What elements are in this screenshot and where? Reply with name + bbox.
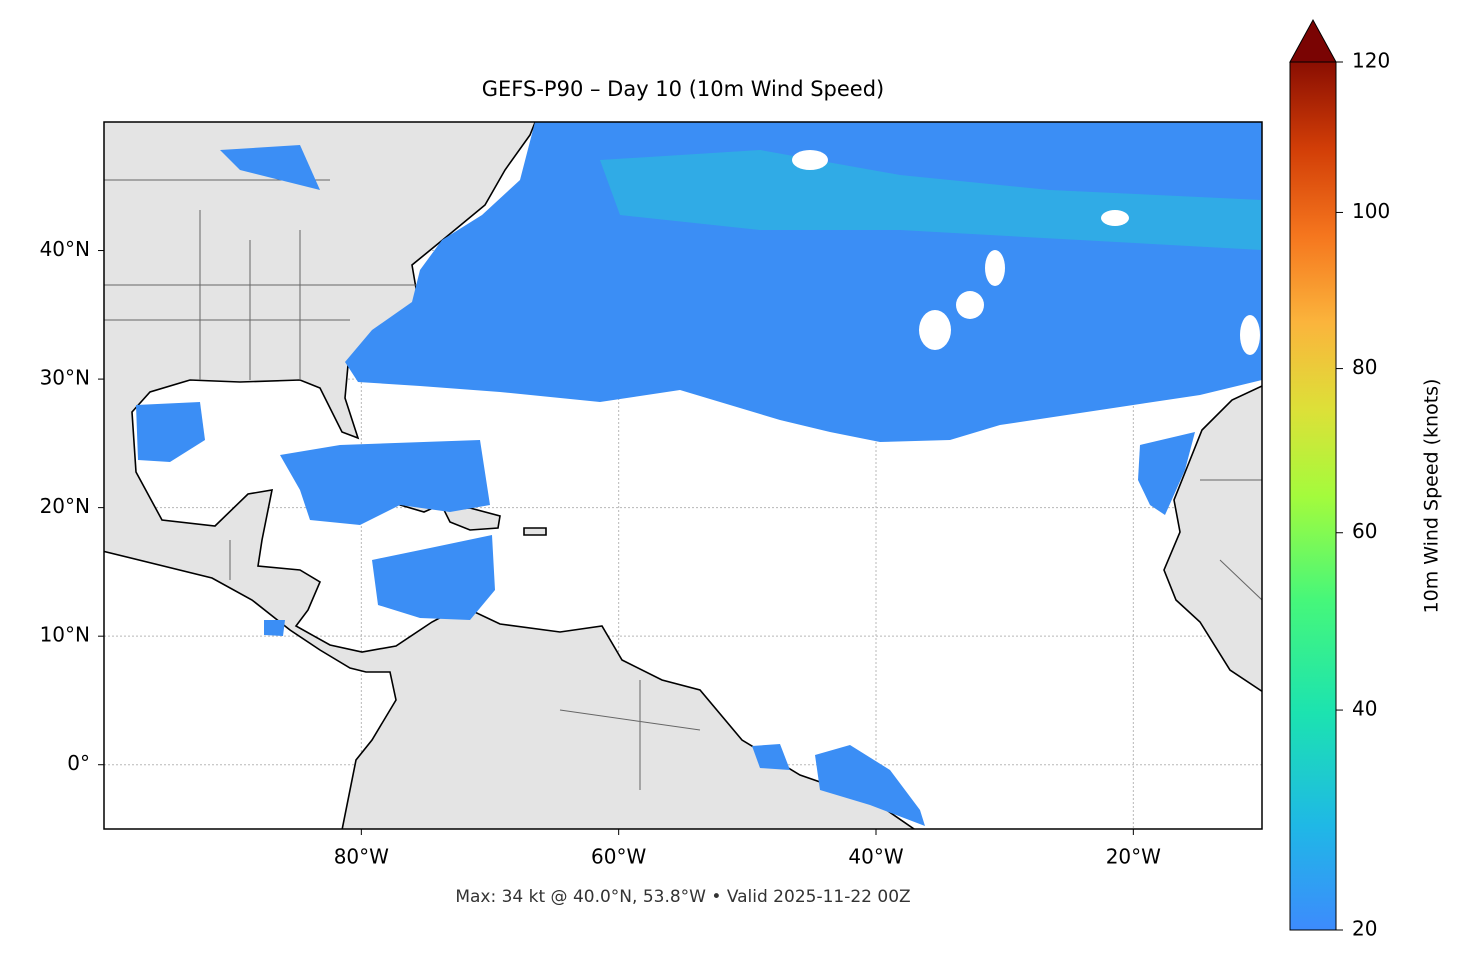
lat-tick-label: 20°N	[40, 494, 90, 518]
colorbar	[1289, 61, 1337, 931]
africa	[1163, 385, 1262, 693]
colorbar-tick-label: 20	[1352, 917, 1377, 941]
colorbar-tick-label: 40	[1352, 697, 1377, 721]
colorbar-tick-label: 100	[1352, 199, 1390, 223]
colorbar-tick-label: 120	[1352, 49, 1390, 73]
map-title: GEFS-P90 – Day 10 (10m Wind Speed)	[482, 77, 884, 101]
colorbar-label: 10m Wind Speed (knots)	[1421, 379, 1443, 614]
footer-note: Max: 34 kt @ 40.0°N, 53.8°W • Valid 2025…	[455, 887, 910, 907]
colorbar-tick-label: 60	[1352, 519, 1377, 543]
calm-gaps	[792, 150, 1260, 355]
borders	[104, 179, 1262, 790]
lon-tick-label: 60°W	[591, 845, 646, 869]
lat-tick-label: 40°N	[40, 237, 90, 261]
colorbar-tick-label: 80	[1352, 355, 1377, 379]
lat-tick-label: 0°	[67, 751, 90, 775]
colorbar-extend	[1289, 18, 1337, 63]
wind-patches	[136, 145, 1195, 826]
puerto-rico	[523, 527, 547, 536]
wind-field-strong	[600, 150, 1262, 250]
lon-tick-label: 20°W	[1106, 845, 1161, 869]
lon-tick-label: 80°W	[334, 845, 389, 869]
lon-tick-label: 40°W	[848, 845, 903, 869]
americas	[104, 122, 916, 829]
map-area	[104, 122, 1262, 829]
map-frame	[103, 121, 1263, 830]
lat-tick-label: 30°N	[40, 366, 90, 390]
lat-tick-label: 10°N	[40, 623, 90, 647]
